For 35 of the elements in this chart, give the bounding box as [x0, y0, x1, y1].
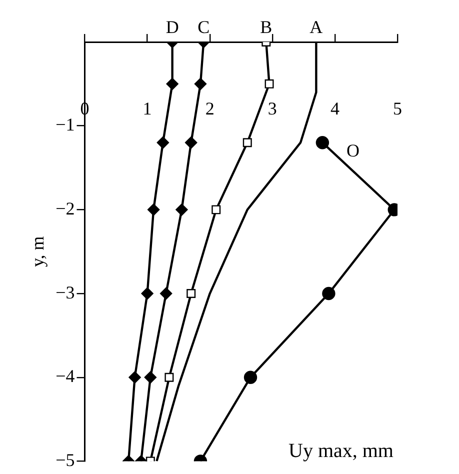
y-tick-label: −1 — [56, 114, 75, 135]
x-tick-label: 5 — [393, 98, 402, 119]
point — [144, 371, 157, 384]
point — [141, 287, 154, 300]
series-label: O — [346, 140, 360, 161]
x-tick-label: 2 — [205, 98, 214, 119]
point — [322, 286, 336, 300]
x-tick-label: 4 — [330, 98, 340, 119]
legend-label: D — [166, 17, 179, 37]
point — [156, 136, 170, 149]
y-tick-label: −5 — [56, 450, 75, 470]
series-label: C — [198, 17, 210, 37]
y-axis-title: y, m — [28, 236, 48, 268]
point — [186, 289, 196, 298]
point — [128, 371, 141, 384]
legend-label: B — [260, 17, 272, 37]
point — [176, 204, 188, 216]
x-tick-label: 3 — [268, 98, 277, 119]
point — [164, 372, 174, 382]
point — [160, 287, 172, 300]
point — [264, 79, 274, 88]
point — [244, 370, 258, 384]
point — [194, 78, 207, 90]
point — [316, 136, 330, 150]
point — [242, 138, 252, 148]
x-tick-label: 1 — [142, 98, 152, 119]
legend-label: A — [310, 17, 323, 37]
point — [212, 205, 221, 214]
point — [147, 204, 160, 216]
point — [166, 78, 178, 90]
point — [184, 136, 198, 149]
y-tick-label: −2 — [56, 198, 75, 218]
y-tick-label: −4 — [56, 366, 75, 386]
x-axis-title: Uy max, mm — [288, 440, 394, 462]
y-tick-label: −3 — [56, 282, 75, 302]
